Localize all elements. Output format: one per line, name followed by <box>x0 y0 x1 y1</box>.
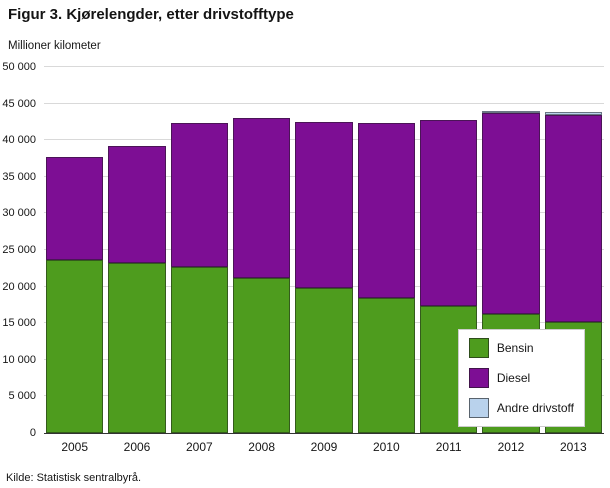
legend-item: Andre drivstoff <box>468 398 574 418</box>
bar-2009 <box>295 67 353 433</box>
bar-segment-diesel <box>419 119 478 307</box>
bar-segment-bensin <box>108 263 166 433</box>
bar-segment-diesel <box>357 122 415 298</box>
bar-segment-andre-drivstoff <box>544 112 602 116</box>
gridline <box>44 66 604 67</box>
x-axis-labels: 2005 2006 2007 2008 2009 2010 2011 2012 2013 <box>44 440 604 454</box>
legend-label: Diesel <box>496 371 531 385</box>
legend-item: Diesel <box>468 368 574 388</box>
x-tick-label: 2005 <box>61 440 89 454</box>
bar-segment-diesel <box>46 157 104 260</box>
bars <box>44 67 604 433</box>
y-tick-label: 0 <box>29 427 36 439</box>
legend-swatch-andre-drivstoff <box>468 398 489 418</box>
source-note: Kilde: Statistisk sentralbyrå. <box>6 472 142 484</box>
plot-area: Bensin Diesel Andre drivstoff <box>44 66 604 434</box>
bar-2005 <box>46 67 104 433</box>
bar-2006 <box>108 67 166 433</box>
x-tick-label: 2008 <box>248 440 275 454</box>
legend-swatch-diesel <box>468 368 489 388</box>
x-tick-label: 2009 <box>310 440 338 454</box>
bar-segment-bensin <box>232 277 291 433</box>
y-tick-label: 50 000 <box>2 61 36 73</box>
y-tick-label: 5 000 <box>8 390 36 403</box>
bar-segment-diesel <box>295 121 353 289</box>
bar-segment-bensin <box>295 288 353 433</box>
bar-2007 <box>170 67 228 433</box>
bar-segment-andre-drivstoff <box>482 111 540 114</box>
bar-2008 <box>232 67 291 433</box>
x-tick-label: 2010 <box>372 440 400 454</box>
bar-segment-diesel <box>170 123 228 267</box>
legend-label: Andre drivstoff <box>496 401 574 415</box>
bar-2010 <box>357 67 415 433</box>
bar-segment-bensin <box>357 297 415 433</box>
chart-title: Figur 3. Kjørelengder, etter drivstoffty… <box>8 6 294 23</box>
y-tick-label: 45 000 <box>2 97 36 110</box>
legend-swatch-bensin <box>468 338 489 358</box>
x-tick-label: 2011 <box>435 440 462 454</box>
legend-label: Bensin <box>496 341 534 355</box>
x-tick-label: 2006 <box>123 440 151 454</box>
y-tick-label: 30 000 <box>2 207 36 220</box>
x-tick-label: 2013 <box>559 440 587 454</box>
bar-2011 <box>419 67 478 433</box>
y-axis-labels: 0 5 000 10 000 15 000 20 000 25 000 30 000 35 0… <box>0 61 40 439</box>
y-axis-title: Millioner kilometer <box>8 40 101 52</box>
bar-segment-diesel <box>108 146 166 264</box>
bar-segment-diesel <box>232 118 291 278</box>
x-tick-label: 2007 <box>185 440 213 454</box>
y-tick-label: 25 000 <box>2 244 36 256</box>
legend-item: Bensin <box>468 338 574 358</box>
y-tick-label: 35 000 <box>2 170 36 183</box>
bar-segment-diesel <box>544 115 602 322</box>
x-tick-label: 2012 <box>497 440 525 454</box>
y-tick-label: 40 000 <box>2 134 36 147</box>
y-tick-label: 15 000 <box>2 317 36 330</box>
y-tick-label: 20 000 <box>2 280 36 293</box>
gridline <box>44 102 604 104</box>
bar-segment-bensin <box>170 266 228 433</box>
bar-segment-bensin <box>46 259 104 433</box>
legend: Bensin Diesel Andre drivstoff <box>457 329 585 427</box>
y-tick-label: 10 000 <box>2 353 36 366</box>
bar-segment-diesel <box>482 113 540 315</box>
